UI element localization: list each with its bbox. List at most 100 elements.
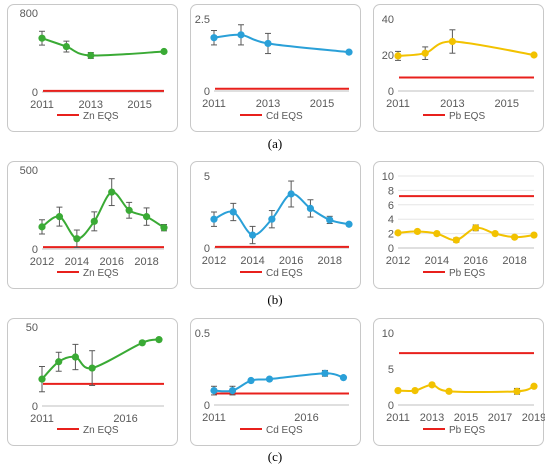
data-point [125,206,133,214]
y-tick-label: 10 [382,171,394,183]
data-point [90,217,98,225]
y-tick-label: 40 [382,14,394,26]
data-point [530,231,538,239]
caption-b: (b) [267,292,283,307]
data-point [88,364,96,372]
x-tick-label: 2012 [386,255,410,267]
x-tick-label: 2016 [294,412,318,424]
data-point [155,336,163,344]
chart-c-pb-svg: 0 5 10 2011 2013 2015 2017 2019 Pb EQS [382,328,545,436]
x-tick-label: 2013 [256,98,280,110]
y-tick-label: 10 [382,328,394,340]
data-point [448,37,456,46]
data-point [510,233,519,241]
chart-panel-c-zn: 0 50 2011 2016 Zn EQS [7,318,178,446]
data-point [237,31,245,39]
y-tick-label: 0 [204,243,210,255]
x-tick-label: 2018 [317,255,341,267]
x-tick-label: 2014 [425,255,449,267]
chart-a-cd-svg: 0 2.5 2011 2013 2015 Cd EQS [195,14,353,122]
x-tick-label: 2016 [99,256,123,268]
caption-a: (a) [267,136,283,151]
data-point [513,387,521,395]
y-tick-label: 500 [20,165,38,177]
x-tick-label: 2011 [386,98,410,110]
x-tick-label: 2016 [463,255,487,267]
data-point [394,229,402,237]
data-point [71,353,80,361]
x-tick-label: 2011 [30,413,54,425]
y-tick-label: 20 [382,50,394,62]
chart-b-cd-svg: 0 5 2012 2014 2016 2018 Cd EQS [202,171,353,279]
legend-eqs-label: Pb EQS [449,268,485,279]
data-point [472,224,480,232]
data-point [210,34,218,42]
y-tick-label: 0 [388,243,394,255]
chart-panel-b-zn: 0 500 2012 2014 2016 2018 Zn EQS [7,161,178,289]
x-tick-label: 2015 [310,98,334,110]
x-tick-label: 2012 [202,255,226,267]
x-tick-label: 2013 [440,98,464,110]
data-point [142,213,151,221]
data-point [62,42,70,51]
data-point [55,358,63,366]
data-point [445,387,453,395]
y-tick-label: 50 [26,322,38,334]
x-tick-label: 2011 [386,412,410,424]
legend-eqs-label: Zn EQS [83,425,119,436]
legend-eqs-label: Zn EQS [83,268,119,279]
series-line [397,40,535,57]
data-point [433,230,441,238]
y-tick-label: 0 [204,400,210,412]
data-point [210,387,218,395]
legend-eqs-label: Cd EQS [266,111,303,122]
chart-panel-c-pb: 0 5 10 2011 2013 2015 2017 2019 Pb EQS [373,318,545,446]
data-point [108,188,116,196]
data-point [38,34,46,42]
x-tick-label: 2011 [202,98,226,110]
chart-panel-b-cd: 0 5 2012 2014 2016 2018 Cd EQS [190,161,361,289]
y-tick-label: 5 [204,171,210,183]
y-tick-label: 2 [388,229,394,241]
data-point [268,215,276,223]
x-tick-label: 2014 [240,255,264,267]
chart-b-zn-svg: 0 500 2012 2014 2016 2018 Zn EQS [20,165,168,279]
y-tick-label: 5 [388,364,394,376]
x-tick-label: 2018 [502,255,526,267]
data-point [38,223,46,231]
chart-panel-a-cd: 0 2.5 2011 2013 2015 Cd EQS [190,4,361,132]
y-tick-label: 0.5 [195,328,210,340]
x-tick-label: 2015 [454,412,478,424]
data-point [38,375,46,383]
data-point [530,51,538,59]
data-point [265,375,274,383]
data-point [413,227,422,236]
data-point [247,376,255,385]
data-point [452,236,460,244]
data-point [326,216,334,224]
data-point [87,51,95,60]
data-point [248,231,257,239]
x-tick-label: 2013 [420,412,444,424]
legend-eqs-label: Pb EQS [449,111,485,122]
chart-panel-b-pb: 0 2 4 6 8 10 2012 2014 2016 2018 Pb EQS [373,161,544,289]
data-point [306,204,315,212]
data-point [55,213,64,221]
y-tick-label: 0 [388,400,394,412]
y-tick-label: 800 [20,8,38,20]
data-point [530,382,538,390]
chart-panel-a-zn: 0 800 2011 2013 2015 Zn EQS [7,4,178,132]
x-tick-label: 2014 [65,256,89,268]
y-tick-label: 0 [204,86,210,98]
chart-panel-a-pb: 0 20 40 2011 2013 2015 Pb EQS [373,4,544,132]
x-tick-label: 2016 [279,255,303,267]
x-tick-label: 2015 [127,99,151,111]
y-tick-label: 6 [388,200,394,212]
chart-a-pb-svg: 0 20 40 2011 2013 2015 Pb EQS [382,14,538,122]
chart-b-pb-svg: 0 2 4 6 8 10 2012 2014 2016 2018 Pb EQS [382,171,538,279]
data-point [228,387,237,395]
series-line [41,37,165,57]
y-tick-label: 0 [32,401,38,413]
